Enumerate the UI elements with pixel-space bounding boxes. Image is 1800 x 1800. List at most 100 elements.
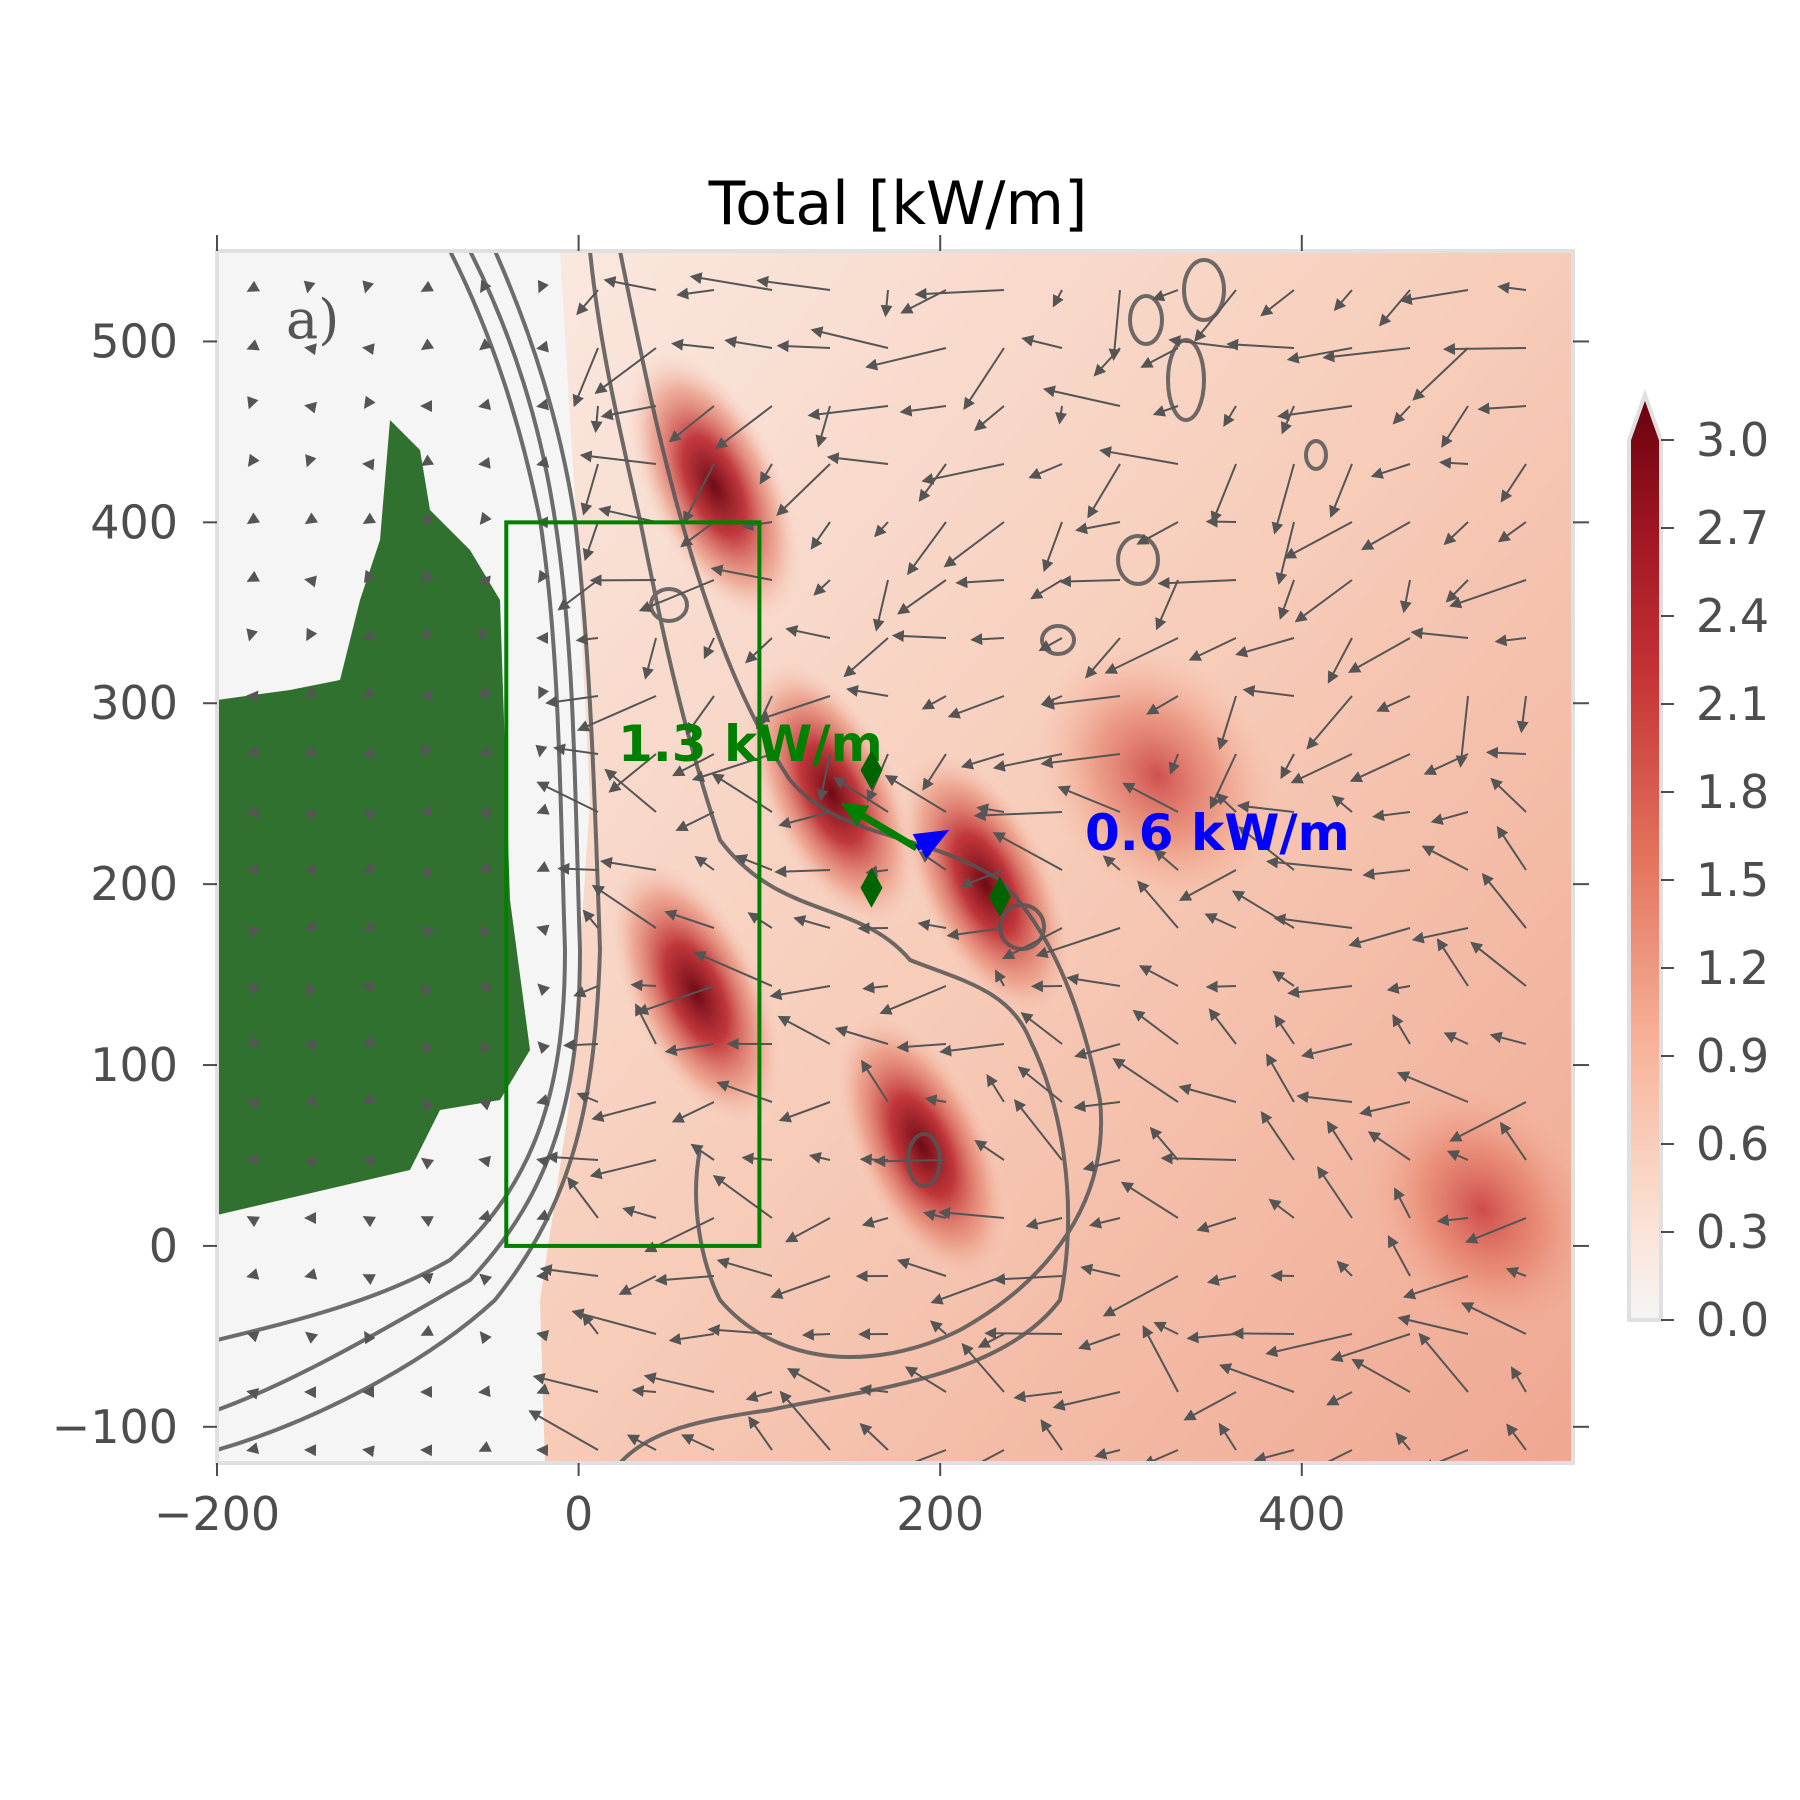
- vector-arrow: [1481, 872, 1527, 929]
- field-maximum-2: [742, 654, 922, 933]
- vector-arrow: [557, 862, 599, 875]
- vector-arrow: [1347, 637, 1411, 673]
- vector-arrow: [363, 686, 377, 699]
- vector-arrow: [1411, 927, 1469, 944]
- vector-arrow: [756, 695, 831, 723]
- vector-arrow: [1205, 980, 1237, 993]
- vector-arrow: [576, 1092, 599, 1104]
- vector-arrow: [1465, 1217, 1527, 1244]
- x-tick-label: 400: [1258, 1487, 1346, 1541]
- y-tick-label: 0: [149, 1219, 178, 1273]
- y-tick-label: 400: [90, 495, 178, 549]
- vector-arrow: [1210, 463, 1237, 524]
- vector-arrow: [553, 743, 599, 756]
- vector-arrow: [929, 1320, 947, 1335]
- vector-arrow: [826, 452, 889, 465]
- vector-arrow: [1178, 869, 1237, 901]
- vector-arrow: [1066, 973, 1121, 987]
- vector-arrow: [960, 753, 1005, 770]
- vector-arrow: [1253, 1449, 1295, 1463]
- flux-arrow-head: [840, 802, 870, 827]
- flux-label: 0.6 kW/m: [1085, 804, 1350, 862]
- vector-arrow: [1367, 1131, 1411, 1161]
- vector-arrow: [600, 405, 657, 421]
- vector-arrow: [1236, 800, 1295, 813]
- vector-arrow: [930, 1275, 1005, 1305]
- vector-arrow: [363, 569, 376, 584]
- vector-arrow: [769, 985, 831, 1001]
- colorbar-tick-label: 0.3: [1696, 1205, 1769, 1259]
- vector-arrow: [1330, 1333, 1411, 1363]
- vector-arrow: [756, 275, 831, 291]
- field-maximum-5: [832, 1007, 1012, 1286]
- vector-arrow: [707, 1324, 773, 1337]
- vector-arrow: [1421, 845, 1469, 871]
- vector-arrow: [1020, 1012, 1063, 1045]
- vector-arrow: [536, 781, 599, 813]
- vector-arrow: [748, 1415, 773, 1451]
- vector-arrow: [478, 861, 492, 873]
- vector-arrow: [712, 1174, 773, 1219]
- vector-arrow: [946, 927, 1005, 941]
- vector-arrow: [961, 1343, 1005, 1393]
- vector-arrow: [573, 985, 599, 998]
- vector-arrow: [1042, 385, 1121, 407]
- vector-arrow: [304, 1268, 318, 1280]
- vector-arrow: [865, 347, 947, 371]
- vector-arrow: [896, 1257, 947, 1277]
- vector-arrow: [537, 279, 549, 294]
- vector-arrow: [1017, 1066, 1063, 1103]
- vector-arrow: [974, 1139, 1005, 1161]
- vector-arrow: [1136, 521, 1179, 545]
- vector-arrow: [1052, 289, 1064, 308]
- vector-arrow: [1277, 405, 1353, 421]
- vector-arrow: [1137, 880, 1179, 929]
- vector-arrow: [861, 1216, 889, 1228]
- vector-arrow: [1323, 1449, 1353, 1463]
- vector-arrow: [528, 1410, 599, 1451]
- vector-arrow: [478, 745, 492, 757]
- vector-arrow: [1361, 521, 1411, 551]
- vector-arrow: [724, 336, 773, 349]
- vector-arrow: [1271, 463, 1295, 535]
- vector-arrow: [734, 854, 773, 871]
- vector-arrow: [1040, 1419, 1063, 1451]
- vector-arrow: [1296, 1091, 1353, 1104]
- vector-arrow: [1430, 811, 1469, 825]
- vector-arrow: [976, 803, 1005, 816]
- vector-arrow: [778, 811, 831, 829]
- vector-arrow: [364, 1330, 376, 1345]
- vector-arrow: [984, 1327, 1063, 1340]
- vector-arrow: [1028, 463, 1063, 479]
- vector-arrow: [1443, 521, 1469, 546]
- vector-arrow: [536, 1209, 550, 1221]
- vector-arrow: [774, 865, 831, 878]
- vector-arrow: [808, 1151, 831, 1164]
- colorbar-tick-label: 1.5: [1696, 853, 1769, 907]
- vector-arrow: [973, 405, 1005, 431]
- vector-arrow: [1260, 1110, 1295, 1161]
- vector-arrow: [776, 463, 831, 517]
- flux-arrows: 1.3 kW/m 0.6 kW/m: [618, 715, 1350, 862]
- vector-arrow: [1331, 795, 1353, 813]
- vector-arrow: [1122, 782, 1179, 813]
- vector-arrow: [1168, 753, 1180, 775]
- vector-arrow: [479, 338, 493, 351]
- vector-arrow: [582, 521, 599, 562]
- vector-arrow: [1412, 347, 1469, 401]
- vector-arrow: [1333, 289, 1353, 312]
- vector-arrow: [1152, 289, 1179, 302]
- vector-arrow: [604, 768, 657, 813]
- vector-arrow: [421, 867, 435, 880]
- plot-frame: [215, 249, 1575, 1465]
- vector-arrow: [537, 983, 551, 997]
- vector-arrow: [1396, 1071, 1469, 1103]
- vector-arrow: [362, 1093, 376, 1105]
- vector-arrow: [924, 1094, 947, 1107]
- vector-arrow: [246, 1035, 260, 1047]
- vector-arrow: [816, 753, 831, 802]
- colorbar-tick-label: 2.4: [1696, 589, 1769, 643]
- vector-arrow: [247, 396, 259, 410]
- vector-arrow: [572, 347, 599, 408]
